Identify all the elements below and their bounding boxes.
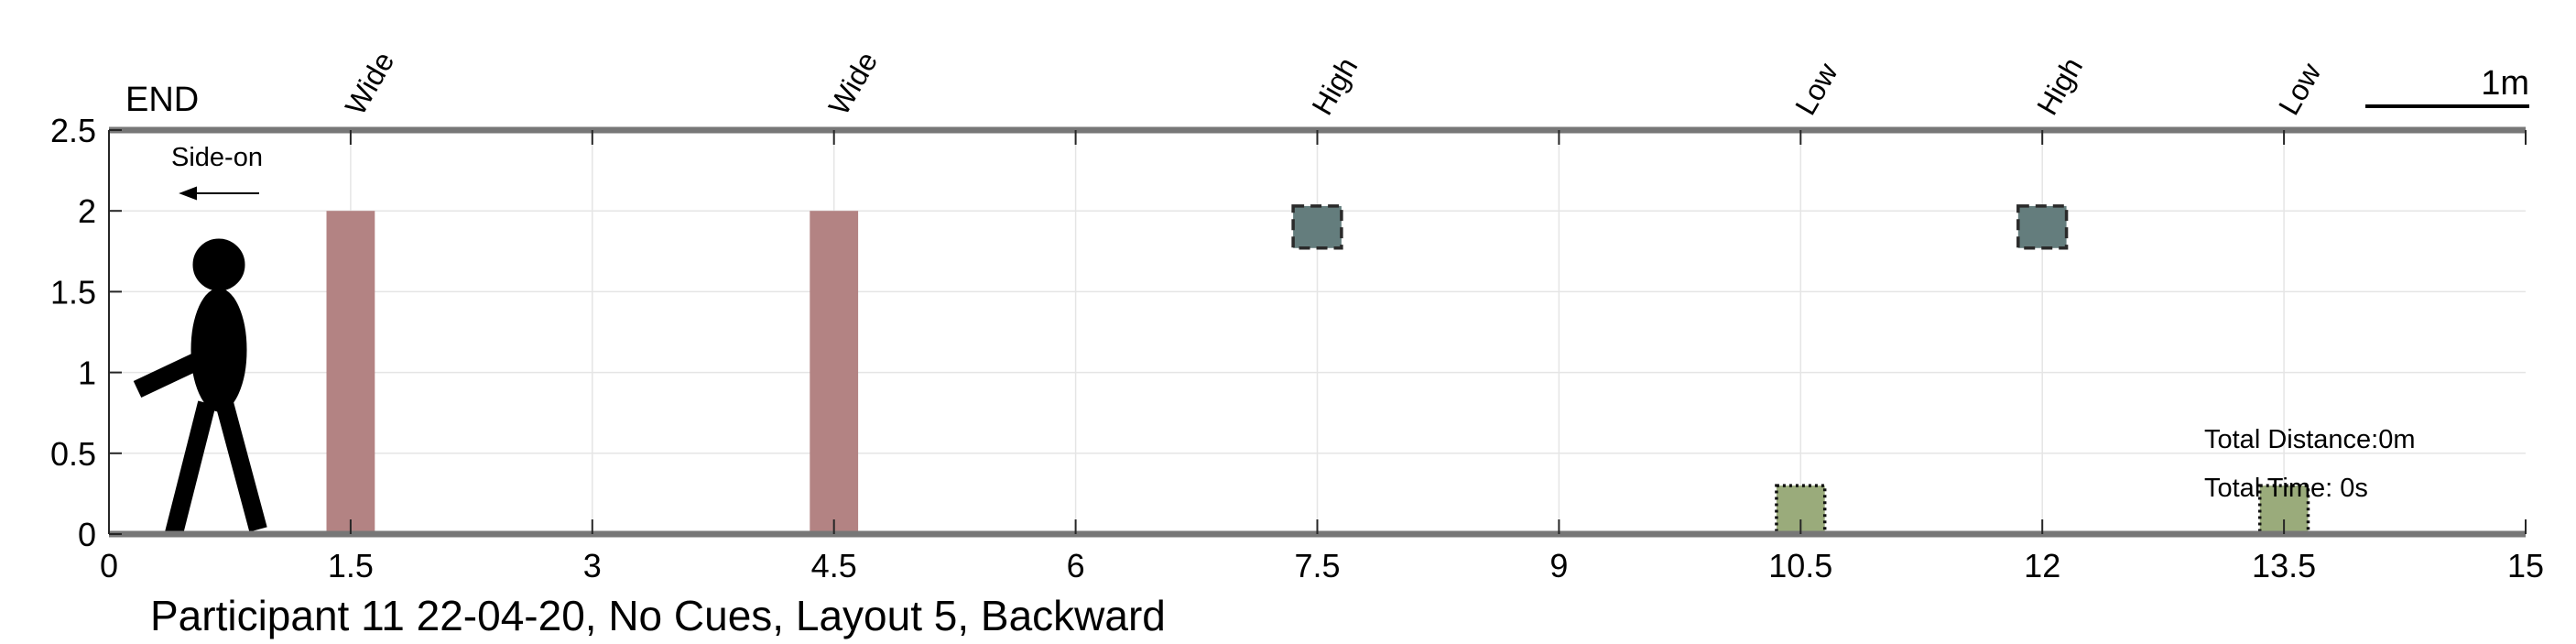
y-tick-label: 0.5 (50, 435, 96, 473)
end-label: END (125, 81, 199, 119)
x-tick-labels: 0 1.5 3 4.5 6 7.5 9 10.5 12 13.5 15 (100, 547, 2544, 584)
x-tick-label: 9 (1549, 547, 1568, 584)
walker-figure-icon (133, 238, 267, 536)
top-labels: Wide Wide High Low High Low (339, 46, 2328, 120)
obstacle-wide-mark (326, 211, 375, 534)
x-tick-label: 10.5 (1768, 547, 1832, 584)
y-tick-label: 0 (78, 516, 96, 553)
y-tick-label: 2.5 (50, 112, 96, 149)
obstacle-high-mark (2016, 204, 2069, 250)
grid-lines (109, 130, 2526, 534)
x-tick-label: 12 (2024, 547, 2060, 584)
y-tick-label: 1 (78, 355, 96, 392)
y-tick-label: 1.5 (50, 273, 96, 311)
x-tick-label: 1.5 (328, 547, 374, 584)
x-tick-label: 15 (2507, 547, 2544, 584)
view-label: Side-on (171, 143, 263, 172)
axes (108, 126, 2527, 538)
x-tick-label: 6 (1067, 547, 1085, 584)
chart-title: Participant 11 22-04-20, No Cues, Layout… (150, 592, 1166, 639)
x-tick-label: 7.5 (1294, 547, 1340, 584)
obstacle-top-label: Wide (822, 46, 885, 120)
obstacle-top-label: Low (1788, 57, 1844, 121)
obstacle-high-mark (1291, 204, 1343, 250)
x-tick-label: 0 (100, 547, 118, 584)
total-distance-text: Total Distance:0m (2204, 425, 2416, 454)
obstacle-top-label: High (1305, 52, 1364, 121)
obstacle-top-label: Low (2272, 57, 2328, 121)
x-tick-label: 4.5 (811, 547, 857, 584)
y-tick-labels: 0 0.5 1 1.5 2 2.5 (50, 112, 96, 553)
y-tick-label: 2 (78, 192, 96, 230)
direction-arrow-icon (179, 186, 259, 201)
obstacle-wide-mark (810, 211, 859, 534)
scale-label: 1m (2481, 64, 2529, 103)
obstacle-top-label: Wide (339, 46, 401, 120)
total-time-text: Total Time: 0s (2204, 474, 2368, 503)
x-tick-label: 3 (583, 547, 602, 584)
x-tick-label: 13.5 (2252, 547, 2316, 584)
obstacle-top-label: High (2030, 52, 2089, 121)
